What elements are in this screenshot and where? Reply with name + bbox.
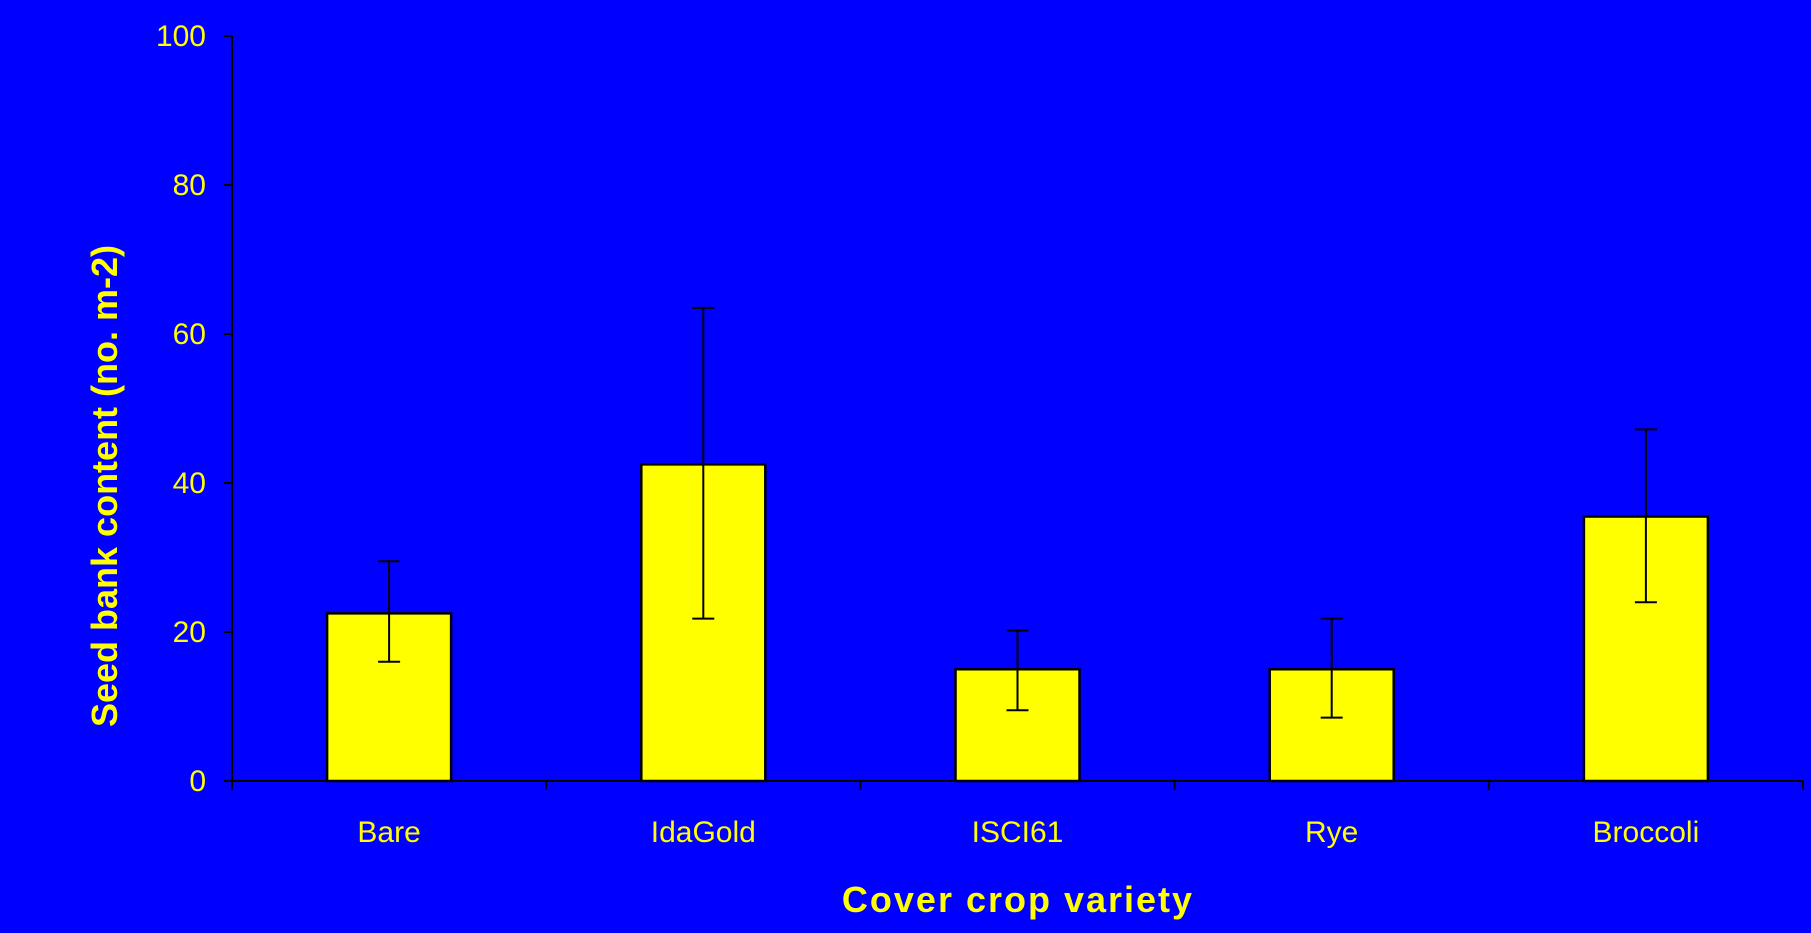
x-axis-title: Cover crop variety [842, 879, 1194, 920]
y-axis-title: Seed bank content (no. m-2) [84, 245, 125, 727]
y-tick-label: 0 [189, 765, 206, 798]
y-tick-label: 40 [173, 467, 206, 500]
y-tick-label: 60 [173, 318, 206, 351]
x-tick-label: IdaGold [651, 816, 756, 849]
bar [1268, 668, 1395, 783]
label-group: 0 20 40 60 80 100 Bare IdaGold ISCI61 Rye Broccoli [156, 20, 1699, 849]
x-tick-label: ISCI61 [972, 816, 1064, 849]
y-tick-label: 20 [173, 616, 206, 649]
x-tick-label: Broccoli [1593, 816, 1700, 849]
axes [224, 35, 1804, 790]
x-tick-label: Rye [1305, 816, 1358, 849]
y-tick-label: 80 [173, 169, 206, 202]
y-tick-label: 100 [156, 20, 206, 53]
error-bar-group [378, 306, 1657, 719]
x-tick-label: Bare [357, 816, 420, 849]
